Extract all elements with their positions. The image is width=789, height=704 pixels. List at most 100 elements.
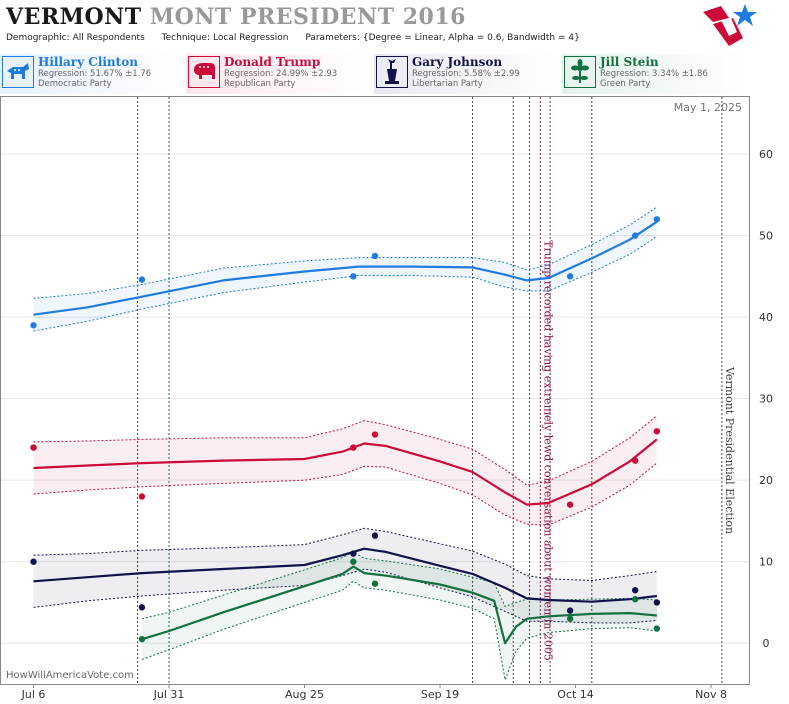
band-upper — [33, 206, 658, 299]
poll-point — [631, 587, 639, 594]
poll-point — [631, 596, 639, 603]
site-logo-icon — [703, 4, 757, 46]
x-tick-label: Jul 31 — [153, 688, 185, 701]
event-label: Trump recorded having extremely lewd con… — [541, 240, 554, 661]
poll-points — [30, 216, 661, 643]
series-line — [141, 565, 657, 645]
candidate-name: Jill Stein — [600, 55, 659, 69]
demographic-label: Demographic: — [6, 33, 70, 43]
confidence-band — [141, 551, 657, 680]
parameters-label: Parameters: — [305, 33, 360, 43]
confidence-bands — [33, 206, 658, 682]
poll-point — [653, 599, 661, 606]
candidate-name: Hillary Clinton — [38, 55, 138, 69]
poll-point — [566, 615, 574, 622]
candidate-legend: Hillary Clinton Regression: 51.67% ±1.76… — [0, 54, 789, 94]
legend-stein: Jill Stein Regression: 3.34% ±1.86 Green… — [562, 54, 750, 94]
parameters-value: {Degree = Linear, Alpha = 0.6, Bandwidth… — [362, 33, 580, 43]
poll-point — [631, 457, 639, 464]
x-axis: Jul 6 Jul 31 Aug 25 Sep 19 Oct 14 Nov 8 — [21, 684, 727, 701]
poll-point — [350, 558, 357, 565]
elephant-icon — [188, 56, 220, 88]
technique-label: Technique: — [161, 33, 211, 43]
candidate-party: Libertarian Party — [412, 79, 483, 89]
poll-point — [566, 273, 574, 280]
parameters-line: Demographic: All Respondents Technique: Lo… — [6, 33, 594, 43]
candidate-name: Donald Trump — [224, 55, 321, 69]
band-lower — [33, 462, 658, 526]
regression-lines — [33, 220, 658, 645]
poll-point — [138, 604, 146, 611]
poll-point — [631, 232, 639, 239]
poll-point — [138, 276, 146, 283]
event-label: Vermont Presidential Election — [723, 366, 736, 534]
donkey-icon — [2, 56, 34, 88]
band-upper — [33, 527, 657, 582]
poll-point — [371, 580, 379, 587]
flower-icon — [564, 56, 596, 88]
candidate-party: Republican Party — [224, 79, 296, 89]
band-upper — [33, 415, 658, 486]
band-lower — [33, 568, 657, 624]
candidate-regression: Regression: 51.67% ±1.76 — [38, 69, 152, 79]
demographic-value: All Respondents — [72, 33, 145, 43]
x-tick-label: Jul 6 — [21, 688, 46, 701]
y-tick-label: 50 — [759, 230, 773, 243]
technique-value: Local Regression — [213, 33, 289, 43]
candidate-regression: Regression: 3.34% ±1.86 — [600, 69, 708, 79]
legend-johnson: Gary Johnson Regression: 5.58% ±2.99 Lib… — [374, 54, 560, 94]
y-axis: 0 10 20 30 40 50 60 — [759, 148, 773, 650]
band-lower — [33, 235, 658, 332]
poll-point — [350, 444, 357, 451]
x-tick-label: Oct 14 — [557, 688, 594, 701]
candidate-party: Democratic Party — [38, 79, 112, 89]
poll-point — [566, 607, 574, 614]
y-tick-label: 0 — [763, 637, 770, 650]
as-of-date: May 1, 2025 — [674, 101, 742, 114]
band-lower — [141, 580, 657, 682]
poll-point — [30, 444, 37, 451]
x-tick-label: Aug 25 — [285, 688, 324, 701]
poll-point — [371, 532, 379, 539]
poll-point — [30, 322, 37, 329]
poll-point — [30, 558, 37, 565]
event-lines: Trump recorded having extremely lewd con… — [137, 97, 736, 684]
series-line — [33, 220, 658, 316]
candidate-regression: Regression: 24.99% ±2.93 — [224, 69, 338, 79]
confidence-band — [33, 528, 657, 623]
legend-clinton: Hillary Clinton Regression: 51.67% ±1.76… — [0, 54, 186, 94]
poll-point — [653, 625, 661, 632]
poll-point — [138, 635, 146, 643]
poll-point — [371, 252, 379, 260]
legend-trump: Donald Trump Regression: 24.99% ±2.93 Re… — [186, 54, 372, 94]
statue-of-liberty-icon — [376, 56, 408, 88]
confidence-band — [33, 415, 657, 525]
title-rest: MONT PRESIDENT 2016 — [149, 4, 466, 30]
poll-point — [371, 431, 379, 438]
poll-point — [566, 501, 574, 508]
poll-point — [350, 273, 357, 280]
poll-point — [653, 216, 661, 223]
page-title: VERMONT MONT PRESIDENT 2016 — [6, 4, 466, 30]
poll-point — [350, 550, 357, 557]
x-tick-label: Nov 8 — [695, 688, 727, 701]
y-tick-label: 10 — [759, 556, 773, 569]
poll-point — [138, 493, 146, 500]
title-state: VERMONT — [6, 4, 142, 30]
candidate-regression: Regression: 5.58% ±2.99 — [412, 69, 520, 79]
plot-frame — [0, 96, 750, 685]
poll-point — [653, 428, 661, 435]
y-tick-label: 20 — [759, 474, 773, 487]
y-tick-label: 40 — [759, 311, 773, 324]
y-tick-label: 30 — [759, 393, 773, 406]
candidate-party: Green Party — [600, 79, 651, 89]
x-tick-label: Sep 19 — [421, 688, 459, 701]
watermark: HowWillAmericaVote.com — [6, 670, 134, 681]
confidence-band — [33, 207, 657, 331]
candidate-name: Gary Johnson — [412, 55, 503, 69]
series-line — [33, 438, 658, 506]
grid — [1, 153, 749, 644]
series-line — [33, 547, 658, 603]
y-tick-label: 60 — [759, 148, 773, 161]
